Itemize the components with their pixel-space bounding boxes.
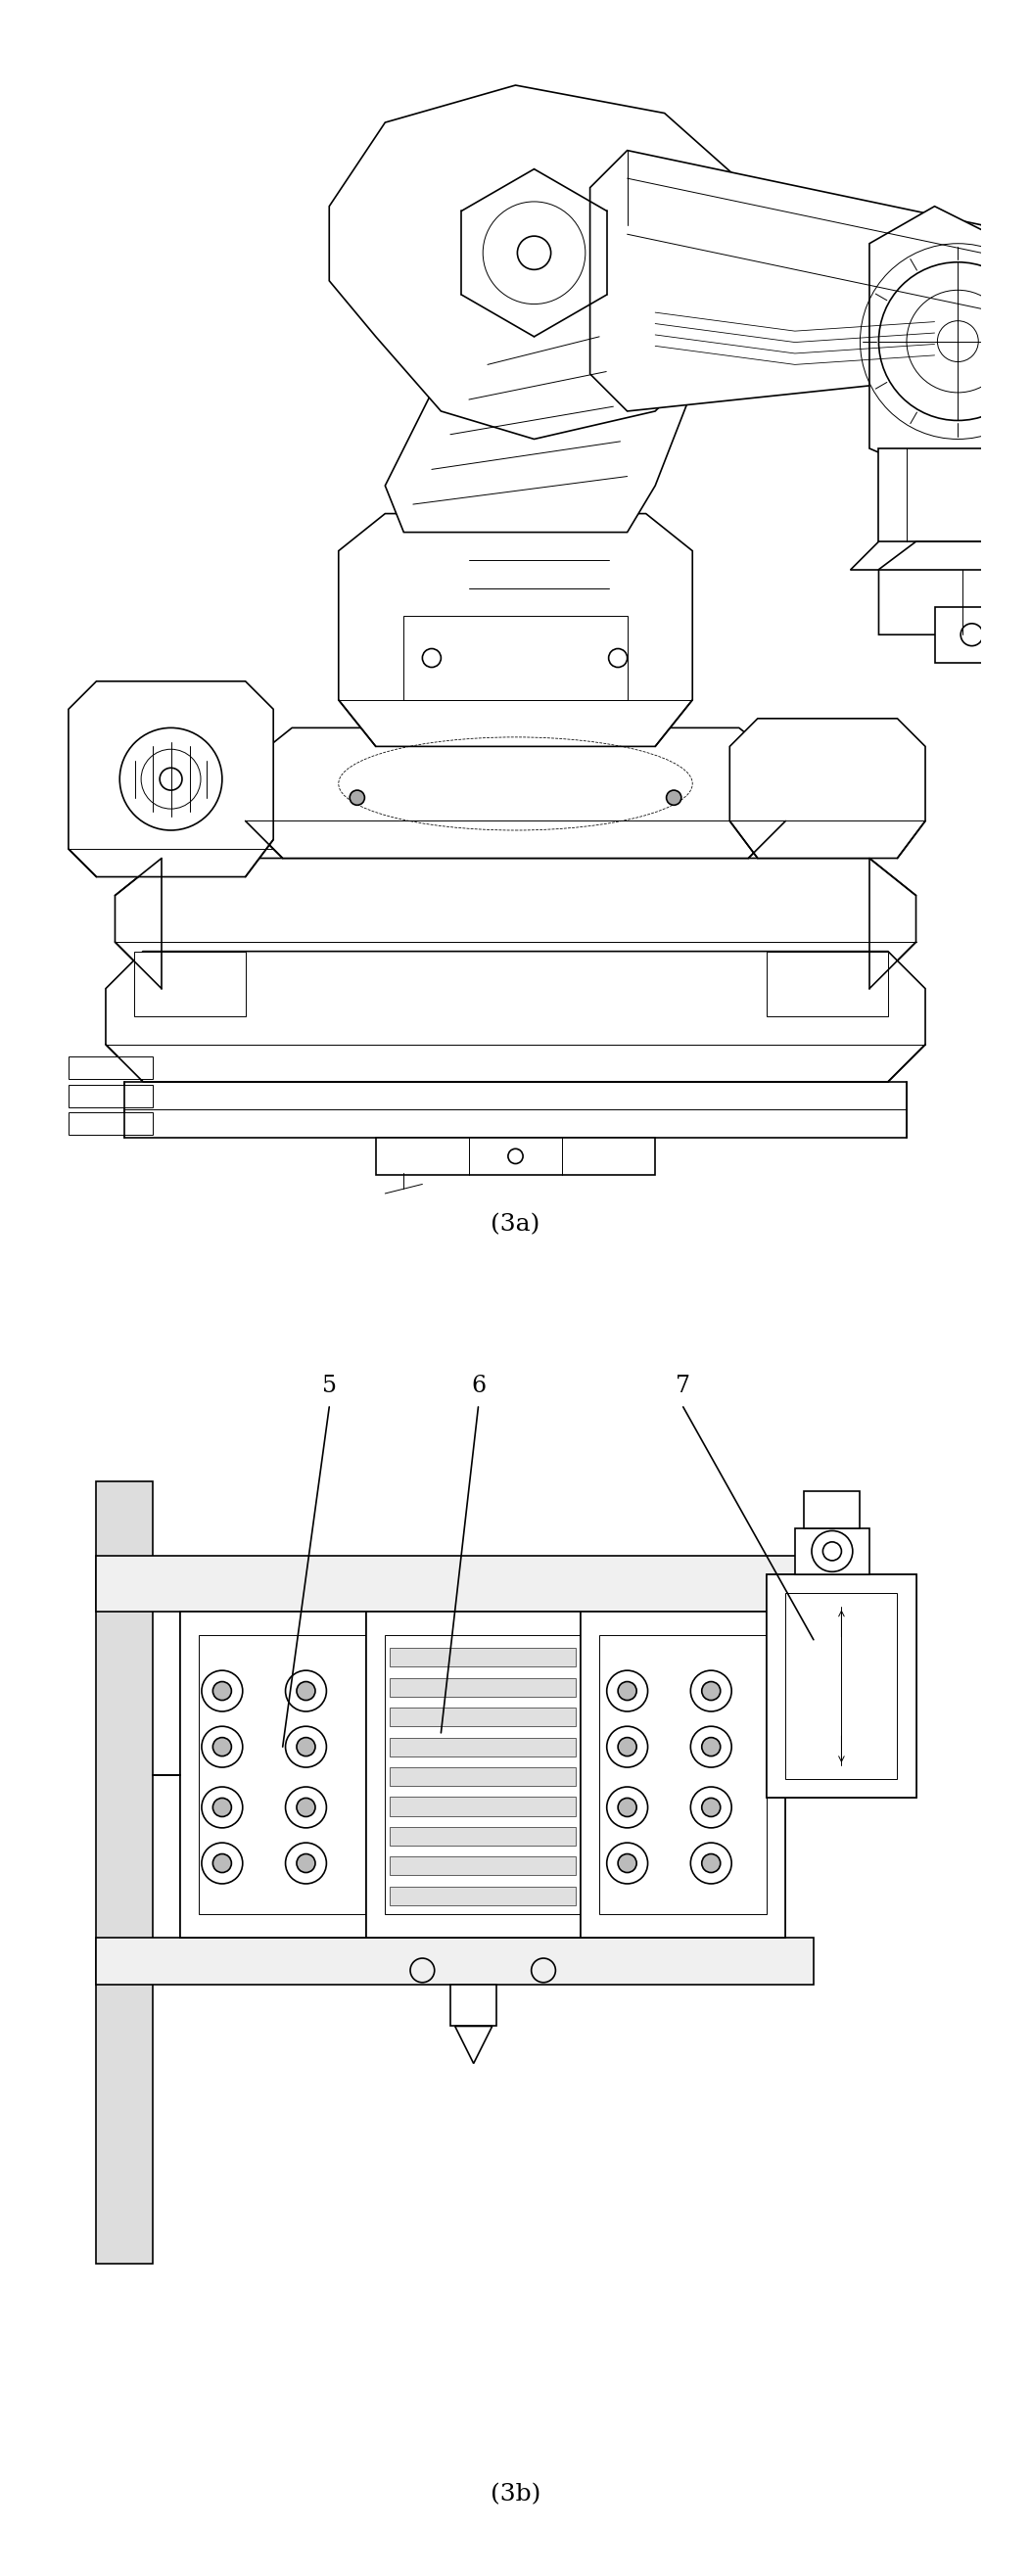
Bar xyxy=(390,1736,576,1757)
Circle shape xyxy=(702,1736,721,1757)
Polygon shape xyxy=(451,1984,497,2027)
Bar xyxy=(390,1857,576,1875)
Bar xyxy=(786,1592,897,1780)
Polygon shape xyxy=(878,541,1031,634)
Polygon shape xyxy=(934,608,1031,662)
Polygon shape xyxy=(455,2027,492,2063)
Bar xyxy=(134,951,245,1018)
Polygon shape xyxy=(97,1937,813,1984)
Polygon shape xyxy=(115,858,916,989)
Bar xyxy=(390,1886,576,1906)
Circle shape xyxy=(212,1682,231,1700)
Circle shape xyxy=(702,1798,721,1816)
Polygon shape xyxy=(869,206,1031,477)
Bar xyxy=(390,1767,576,1785)
Polygon shape xyxy=(245,729,786,858)
Polygon shape xyxy=(386,281,721,533)
Bar xyxy=(366,1613,599,1937)
Circle shape xyxy=(618,1798,636,1816)
Circle shape xyxy=(212,1736,231,1757)
Polygon shape xyxy=(590,149,1009,412)
Circle shape xyxy=(618,1736,636,1757)
Polygon shape xyxy=(878,448,1031,541)
Polygon shape xyxy=(106,951,925,1082)
Polygon shape xyxy=(338,513,693,747)
Polygon shape xyxy=(580,1613,786,1937)
Bar xyxy=(767,951,888,1018)
Polygon shape xyxy=(97,1556,813,1613)
Polygon shape xyxy=(68,680,273,876)
Circle shape xyxy=(297,1682,315,1700)
Bar xyxy=(68,1084,153,1108)
Polygon shape xyxy=(767,1574,916,1798)
Text: 7: 7 xyxy=(675,1376,691,1399)
Circle shape xyxy=(618,1682,636,1700)
Bar xyxy=(390,1708,576,1726)
Bar xyxy=(390,1798,576,1816)
Bar xyxy=(390,1677,576,1698)
Bar xyxy=(125,1082,906,1139)
Bar xyxy=(386,1636,580,1914)
Polygon shape xyxy=(730,719,925,858)
Circle shape xyxy=(666,791,681,806)
Text: 5: 5 xyxy=(322,1376,336,1399)
Circle shape xyxy=(212,1855,231,1873)
Polygon shape xyxy=(366,1613,599,1937)
Bar xyxy=(376,1139,655,1175)
Circle shape xyxy=(702,1855,721,1873)
Circle shape xyxy=(297,1736,315,1757)
Circle shape xyxy=(297,1798,315,1816)
Text: (3b): (3b) xyxy=(491,2483,540,2506)
Circle shape xyxy=(350,791,365,806)
Circle shape xyxy=(702,1682,721,1700)
Bar xyxy=(68,1113,153,1136)
Bar xyxy=(767,1574,916,1798)
Circle shape xyxy=(212,1798,231,1816)
Circle shape xyxy=(297,1855,315,1873)
Circle shape xyxy=(618,1855,636,1873)
Bar xyxy=(390,1649,576,1667)
Bar xyxy=(404,616,627,701)
Polygon shape xyxy=(804,1492,860,1528)
Text: (3a): (3a) xyxy=(491,1213,540,1236)
Bar xyxy=(68,1056,153,1079)
Polygon shape xyxy=(329,85,749,438)
Polygon shape xyxy=(795,1528,869,1574)
Bar xyxy=(599,1636,767,1914)
Bar xyxy=(199,1636,366,1914)
Polygon shape xyxy=(97,1481,153,2264)
Bar xyxy=(580,1613,786,1937)
Bar xyxy=(390,1826,576,1844)
Text: 6: 6 xyxy=(471,1376,486,1399)
Bar xyxy=(180,1613,386,1937)
Polygon shape xyxy=(180,1613,386,1937)
